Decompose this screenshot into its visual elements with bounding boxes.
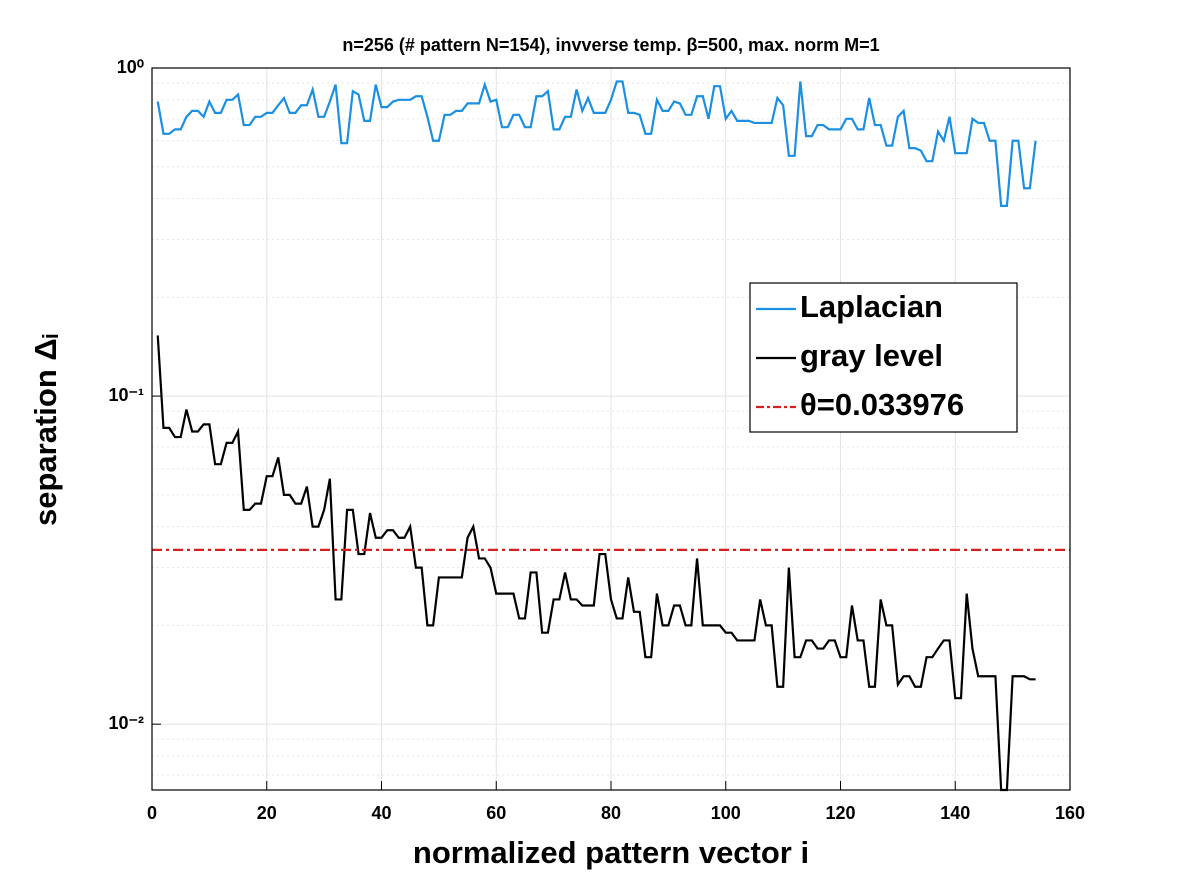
x-tick-label: 140	[940, 803, 970, 823]
line-series	[156, 335, 1036, 792]
x-tick-label: 20	[257, 803, 277, 823]
plot-frame	[151, 67, 1071, 791]
y-tick-label: 10⁰	[117, 57, 144, 77]
x-tick-label: 60	[486, 803, 506, 823]
x-tick-label: 100	[711, 803, 741, 823]
x-tick-label: 160	[1055, 803, 1085, 823]
legend-label: Laplacian	[800, 289, 943, 324]
chart-title: n=256 (# pattern N=154), invverse temp. …	[342, 35, 879, 55]
legend-label: gray level	[800, 338, 943, 373]
y-tick-label: 10⁻²	[108, 713, 144, 733]
y-axis-label: separation Δᵢ	[28, 334, 63, 526]
line-series	[156, 80, 1037, 207]
x-tick-label: 80	[601, 803, 621, 823]
y-tick-label: 10⁻¹	[108, 385, 144, 405]
x-tick-label: 0	[147, 803, 157, 823]
x-tick-label: 120	[825, 803, 855, 823]
legend-label: θ=0.033976	[800, 387, 964, 422]
x-tick-label: 40	[371, 803, 391, 823]
x-axis-label: normalized pattern vector i	[413, 835, 809, 870]
